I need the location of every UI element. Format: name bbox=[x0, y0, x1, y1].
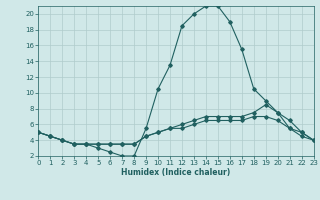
X-axis label: Humidex (Indice chaleur): Humidex (Indice chaleur) bbox=[121, 168, 231, 177]
